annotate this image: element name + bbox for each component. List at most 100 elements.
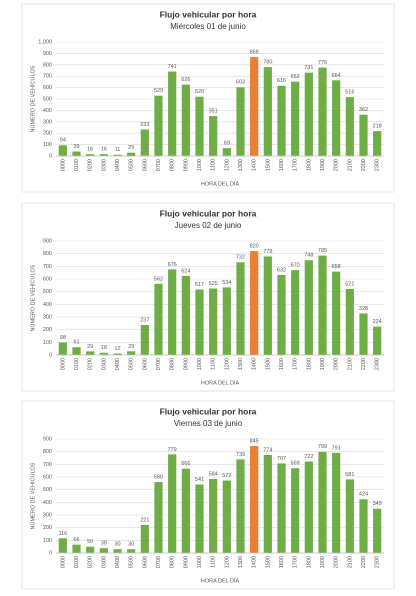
chart: Flujo vehicular por hora Miércoles 01 de … xyxy=(21,3,395,193)
data-label: 29 xyxy=(128,145,134,151)
bar xyxy=(195,484,204,553)
bar xyxy=(209,115,218,156)
y-tick-label: 700 xyxy=(43,264,52,270)
data-label: 776 xyxy=(318,60,327,66)
bar xyxy=(113,154,122,156)
y-axis-label: NÚMERO DE VEHÍCULOS xyxy=(29,462,36,529)
bar xyxy=(127,549,136,553)
y-tick-label: 500 xyxy=(43,289,52,295)
x-tick-label: 1900 xyxy=(320,358,326,370)
data-label: 29 xyxy=(128,344,134,350)
bar xyxy=(332,80,341,156)
data-label: 237 xyxy=(140,317,149,323)
bar xyxy=(86,546,95,553)
data-label: 739 xyxy=(236,452,245,458)
bar xyxy=(236,459,245,553)
x-tick-label: 1500 xyxy=(265,358,271,370)
x-tick-label: 1800 xyxy=(306,159,312,171)
data-label: 529 xyxy=(154,88,163,94)
bar xyxy=(168,71,177,156)
data-label: 626 xyxy=(181,77,190,83)
bar xyxy=(99,154,108,156)
chart-frame xyxy=(21,3,395,193)
data-label: 534 xyxy=(222,280,231,286)
x-tick-label: 0300 xyxy=(101,556,107,568)
x-tick-label: 0400 xyxy=(115,358,121,370)
bar xyxy=(318,67,327,156)
chart-frame xyxy=(21,202,395,392)
data-label: 224 xyxy=(373,319,382,325)
bar xyxy=(373,508,382,553)
bar xyxy=(86,351,95,355)
data-label: 707 xyxy=(277,456,286,462)
bar xyxy=(318,451,327,553)
x-tick-label: 2100 xyxy=(347,556,353,568)
data-label: 572 xyxy=(222,473,231,479)
y-tick-label: 100 xyxy=(43,538,52,544)
x-tick-label: 0100 xyxy=(74,556,80,568)
bar xyxy=(72,151,81,156)
chart-title: Flujo vehicular por hora xyxy=(160,406,257,416)
y-tick-label: 700 xyxy=(43,462,52,468)
x-tick-label: 0000 xyxy=(60,358,66,370)
x-tick-label: 1000 xyxy=(197,159,203,171)
data-label: 799 xyxy=(318,444,327,450)
data-label: 820 xyxy=(250,244,259,250)
x-tick-label: 0000 xyxy=(60,159,66,171)
bar xyxy=(236,262,245,355)
data-label: 560 xyxy=(154,475,163,481)
data-label: 774 xyxy=(263,447,272,453)
x-tick-label: 0300 xyxy=(101,159,107,171)
data-label: 669 xyxy=(291,461,300,467)
x-tick-label: 1100 xyxy=(211,159,217,171)
data-label: 658 xyxy=(332,264,341,270)
bar xyxy=(195,96,204,156)
data-label: 868 xyxy=(250,50,259,56)
x-tick-label: 0600 xyxy=(142,159,148,171)
data-label: 221 xyxy=(140,517,149,523)
data-label: 722 xyxy=(304,454,313,460)
x-tick-label: 0100 xyxy=(74,358,80,370)
data-label: 39 xyxy=(73,144,79,150)
bar xyxy=(222,287,231,355)
chart-subtitle: Viernes 03 de junio xyxy=(174,419,243,428)
data-label: 584 xyxy=(209,471,218,477)
bar xyxy=(277,463,286,553)
chart-frame xyxy=(21,400,395,590)
data-label: 38 xyxy=(101,541,107,547)
bar xyxy=(373,326,382,355)
data-label: 61 xyxy=(73,340,79,346)
data-label: 791 xyxy=(332,445,341,451)
bar xyxy=(181,275,190,355)
bar xyxy=(263,454,272,553)
bar xyxy=(222,148,231,156)
y-tick-label: 0 xyxy=(49,550,52,556)
data-label: 218 xyxy=(373,124,382,130)
x-tick-label: 2100 xyxy=(347,159,353,171)
y-axis-label: NÚMERO DE VEHÍCULOS xyxy=(29,264,36,331)
x-tick-label: 0900 xyxy=(183,159,189,171)
y-tick-label: 800 xyxy=(43,62,52,68)
x-tick-label: 2300 xyxy=(375,358,381,370)
x-tick-label: 1700 xyxy=(293,556,299,568)
data-label: 16 xyxy=(87,147,93,153)
data-label: 562 xyxy=(154,276,163,282)
y-tick-label: 100 xyxy=(43,340,52,346)
x-tick-label: 1300 xyxy=(238,159,244,171)
y-tick-label: 300 xyxy=(43,119,52,125)
y-tick-label: 800 xyxy=(43,449,52,455)
data-label: 525 xyxy=(209,281,218,287)
bar xyxy=(99,548,108,553)
data-label: 29 xyxy=(87,344,93,350)
bar xyxy=(113,549,122,553)
chart: Flujo vehicular por hora Viernes 03 de ju… xyxy=(21,400,395,590)
x-tick-label: 2200 xyxy=(361,556,367,568)
bar xyxy=(345,97,354,156)
data-label: 69 xyxy=(224,141,230,147)
bar xyxy=(58,342,67,355)
bar xyxy=(345,289,354,355)
x-tick-label: 0800 xyxy=(170,358,176,370)
bar xyxy=(291,468,300,553)
bar xyxy=(304,461,313,553)
